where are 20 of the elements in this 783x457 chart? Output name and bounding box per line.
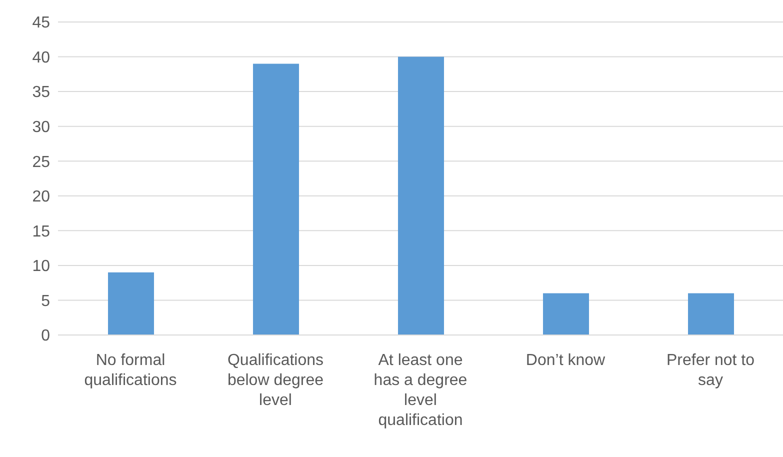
bar: [688, 293, 734, 335]
y-tick-label: 40: [32, 49, 50, 66]
bar: [543, 293, 589, 335]
y-tick-label: 15: [32, 223, 50, 240]
x-tick-label: No formal qualifications: [84, 352, 177, 389]
y-tick-label: 0: [41, 328, 50, 345]
bar: [253, 64, 299, 335]
x-tick-label: Prefer not to say: [666, 352, 755, 389]
y-tick-label: 20: [32, 188, 50, 206]
x-tick-label: At least one has a degree level qualification: [374, 352, 468, 429]
bar: [398, 56, 444, 335]
y-tick-label: 30: [32, 119, 50, 136]
x-tick-label: Don’t know: [526, 352, 606, 369]
y-tick-label: 45: [32, 14, 50, 32]
bar: [108, 272, 154, 335]
y-tick-label: 35: [32, 84, 50, 102]
x-tick-label: Qualifications below degree level: [227, 352, 324, 409]
y-tick-label: 25: [32, 154, 50, 171]
y-tick-label: 5: [41, 292, 50, 310]
y-tick-label: 10: [32, 258, 50, 276]
